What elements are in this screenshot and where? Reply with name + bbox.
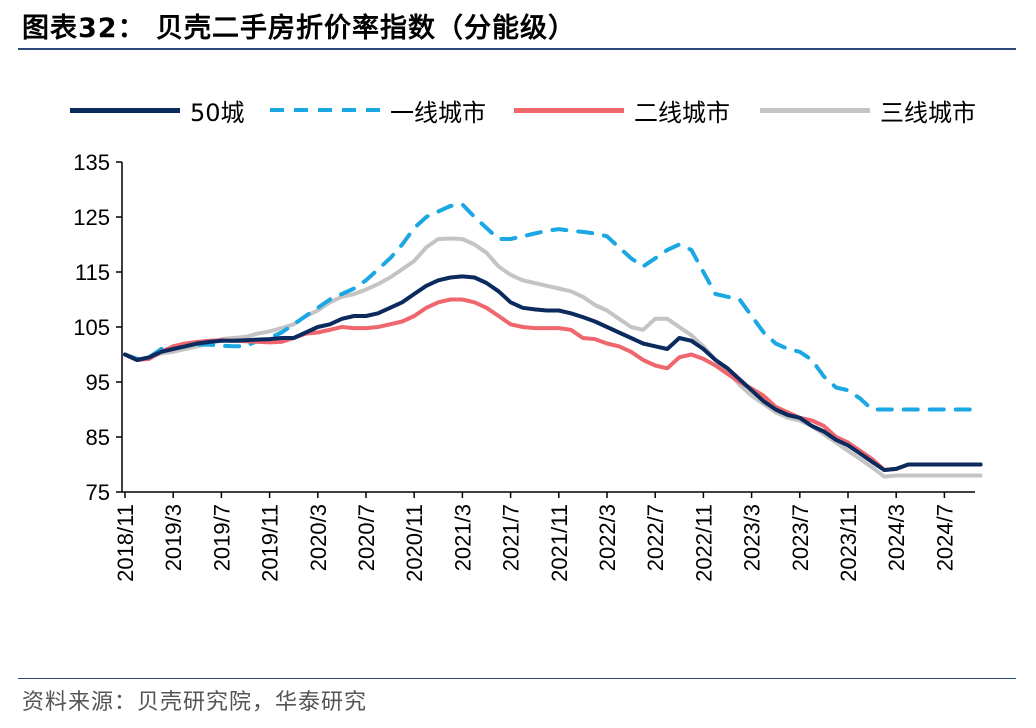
x-tick-label: 2022/7 — [643, 504, 668, 571]
legend-label-tier1: 一线城市 — [390, 98, 486, 127]
x-tick-label: 2021/3 — [450, 504, 475, 571]
x-tick-label: 2019/7 — [209, 504, 234, 571]
legend-item-50city: 50城 — [70, 88, 245, 132]
legend-swatch-tier3 — [760, 107, 870, 113]
legend-label-tier2: 二线城市 — [634, 98, 730, 127]
x-tick-label: 2018/11 — [113, 504, 138, 582]
legend-label-50city: 50城 — [190, 98, 245, 127]
title-divider — [18, 48, 1016, 50]
series-line-tier3 — [123, 236, 983, 479]
legend-swatch-50city — [70, 107, 180, 113]
x-tick-label: 2019/11 — [258, 504, 283, 582]
x-tick-label: 2021/11 — [547, 504, 572, 582]
x-tick-label: 2024/7 — [932, 504, 957, 571]
chart-legend: 50城 一线城市 二线城市 三线城市 — [62, 88, 1022, 132]
x-tick-label: 2024/3 — [884, 504, 909, 571]
y-tick-label: 105 — [73, 315, 110, 340]
source-note: 资料来源：贝壳研究院，华泰研究 — [22, 690, 368, 715]
legend-swatch-tier2 — [514, 107, 624, 113]
chart-title: 图表32： 贝壳二手房折价率指数（分能级） — [22, 13, 576, 44]
x-tick-label: 2019/3 — [161, 504, 186, 571]
x-tick-label: 2023/7 — [788, 504, 813, 571]
x-tick-label: 2020/11 — [402, 504, 427, 582]
x-tick-label: 2021/7 — [499, 504, 524, 571]
legend-label-tier3: 三线城市 — [880, 98, 976, 127]
y-tick-label: 85 — [86, 425, 110, 450]
y-tick-label: 75 — [86, 480, 110, 505]
series-line-tier1 — [123, 202, 983, 412]
legend-item-tier2: 二线城市 — [514, 88, 730, 132]
legend-item-tier1: 一线城市 — [270, 88, 486, 132]
footer-divider — [18, 678, 1016, 679]
y-tick-label: 115 — [75, 260, 110, 285]
legend-swatch-tier1 — [270, 108, 380, 112]
y-tick-label: 95 — [86, 370, 110, 395]
x-tick-label: 2022/11 — [691, 504, 716, 582]
y-tick-label: 125 — [73, 205, 110, 230]
y-tick-label: 135 — [73, 150, 110, 175]
x-tick-label: 2022/3 — [595, 504, 620, 571]
series-line-50city — [123, 274, 983, 472]
x-tick-label: 2023/11 — [836, 504, 861, 582]
x-tick-label: 2020/3 — [306, 504, 331, 571]
series-line-tier2 — [123, 297, 983, 472]
x-tick-label: 2023/3 — [740, 504, 765, 571]
legend-item-tier3: 三线城市 — [760, 88, 976, 132]
x-tick-label: 2020/7 — [354, 504, 379, 571]
